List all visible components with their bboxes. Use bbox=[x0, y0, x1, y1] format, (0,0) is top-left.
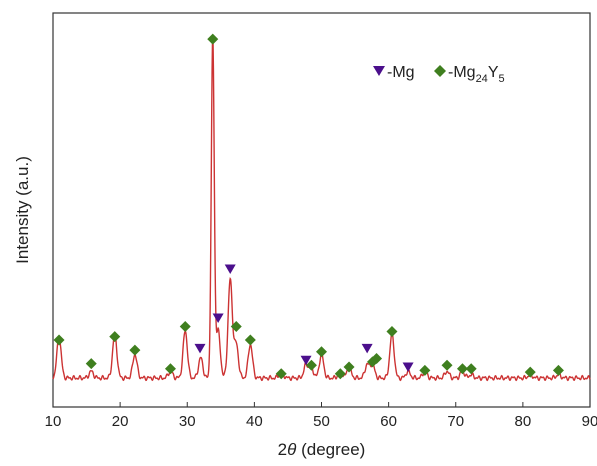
x-tick-label: 30 bbox=[179, 413, 196, 430]
mg24y5-peak-marker bbox=[552, 364, 564, 376]
mg-peak-marker bbox=[212, 313, 224, 323]
x-tick-label: 60 bbox=[380, 413, 397, 430]
x-axis-ticks bbox=[52, 402, 591, 407]
mg24y5-peak-marker bbox=[371, 353, 383, 365]
mg24y5-peak-marker bbox=[230, 320, 242, 332]
x-tick-label: 20 bbox=[112, 413, 129, 430]
mg24y5-peak-marker bbox=[334, 368, 346, 380]
x-axis-title: 2θ (degree) bbox=[278, 440, 366, 459]
mg24y5-peak-marker bbox=[275, 368, 287, 380]
mg24y5-peak-marker bbox=[207, 33, 219, 45]
legend-mg24y5-marker bbox=[434, 65, 446, 77]
mg24y5-peak-marker bbox=[53, 334, 65, 346]
mg24y5-peak-marker bbox=[179, 320, 191, 332]
mg24y5-peak-marker bbox=[456, 363, 468, 375]
mg24y5-peak-marker bbox=[465, 363, 477, 375]
mg-peak-marker bbox=[402, 362, 414, 372]
mg24y5-peak-marker bbox=[109, 331, 121, 343]
mg24y5-peak-marker bbox=[386, 326, 398, 338]
x-tick-label: 40 bbox=[246, 413, 263, 430]
mg24y5-peak-marker bbox=[316, 346, 327, 358]
mg24y5-peak-marker bbox=[343, 361, 355, 373]
legend-mg-marker bbox=[373, 66, 385, 76]
mg24y5-peak-marker bbox=[524, 366, 536, 378]
x-tick-label: 70 bbox=[447, 413, 464, 430]
legend-mg24y5-label: -Mg24Y5 bbox=[448, 64, 505, 85]
mg24y5-peak-marker bbox=[85, 358, 97, 370]
phase-markers bbox=[53, 33, 564, 380]
xrd-pattern-line bbox=[52, 36, 591, 382]
legend-mg-label: -Mg bbox=[387, 64, 415, 81]
y-axis-title: Intensity (a.u.) bbox=[13, 156, 32, 264]
mg-peak-marker bbox=[194, 343, 206, 354]
legend: -Mg -Mg24Y5 bbox=[373, 64, 505, 85]
x-tick-label: 80 bbox=[515, 413, 532, 430]
mg24y5-peak-marker bbox=[305, 359, 317, 371]
mg-peak-marker bbox=[224, 264, 236, 274]
mg-peak-marker bbox=[300, 355, 312, 366]
mg24y5-peak-marker bbox=[129, 344, 141, 356]
x-tick-label: 10 bbox=[45, 413, 62, 430]
x-axis-tick-labels: 10 20 30 40 50 60 70 80 90 bbox=[45, 413, 597, 430]
mg24y5-peak-marker bbox=[419, 364, 431, 376]
mg24y5-peak-marker bbox=[164, 363, 176, 375]
x-tick-label: 50 bbox=[313, 413, 330, 430]
x-tick-label: 90 bbox=[582, 413, 597, 430]
mg24y5-peak-marker bbox=[244, 334, 256, 346]
mg24y5-peak-marker bbox=[441, 359, 453, 371]
mg-peak-marker bbox=[361, 343, 373, 354]
